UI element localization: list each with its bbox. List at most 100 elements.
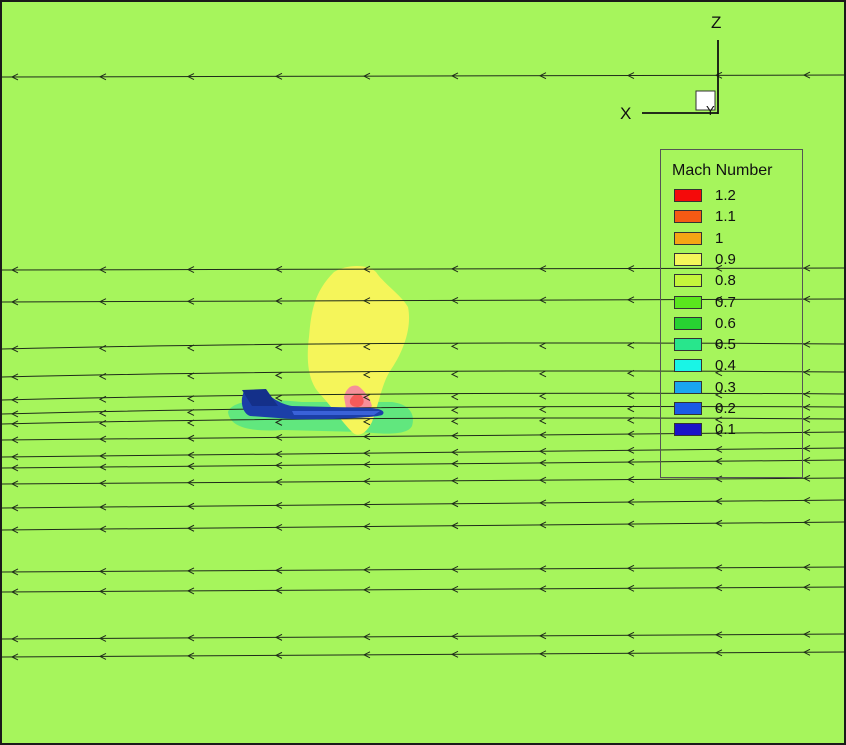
- mach-number-legend: Mach Number 1.2 1.1 1 0.9 0.8 0.7 0.6 0.5 0.4 0.3…: [660, 149, 803, 478]
- streamline-arrow: [98, 344, 107, 352]
- streamline: [2, 651, 844, 658]
- streamline-arrow: [626, 446, 635, 454]
- streamline: [2, 405, 844, 415]
- streamline-arrow: [450, 522, 459, 530]
- streamline-arrow: [362, 265, 371, 273]
- streamline-arrow: [274, 633, 283, 641]
- streamline-arrow: [362, 343, 371, 351]
- streamline-arrow: [362, 501, 371, 509]
- legend-swatch: [674, 380, 702, 394]
- streamline-arrow: [714, 457, 723, 465]
- streamline-arrow: [538, 650, 547, 658]
- legend-swatch: [674, 252, 702, 266]
- streamline-arrow: [186, 372, 195, 380]
- streamline-arrow: [274, 394, 283, 402]
- legend-label: 0.6: [715, 314, 736, 332]
- streamline: [2, 298, 844, 303]
- streamline-arrow: [714, 264, 723, 272]
- streamline-arrow: [186, 344, 195, 352]
- streamline-arrow: [714, 404, 723, 412]
- streamline-arrow: [450, 406, 459, 414]
- streamline-arrow: [10, 568, 19, 576]
- streamline-arrow: [362, 633, 371, 641]
- streamline-arrow: [626, 564, 635, 572]
- legend-swatch: [674, 210, 702, 224]
- streamline-arrow: [714, 497, 723, 505]
- streamline-arrow: [626, 341, 635, 349]
- legend-swatch: [674, 295, 702, 309]
- legend-label: 0.8: [715, 272, 736, 290]
- streamline-arrow: [450, 650, 459, 658]
- streamline-arrow: [10, 653, 19, 661]
- streamline-arrow: [362, 566, 371, 574]
- streamline-arrow: [714, 341, 723, 349]
- legend-swatch: [674, 402, 702, 415]
- streamline-arrow: [98, 73, 107, 81]
- legend-label: 1: [715, 229, 724, 247]
- streamline-arrow: [186, 73, 195, 81]
- streamline: [2, 417, 844, 425]
- streamline-arrow: [714, 369, 723, 377]
- streamline: [2, 342, 844, 350]
- streamline-arrow: [10, 588, 19, 596]
- sonic-contour-region: [307, 266, 410, 435]
- legend-label: 0.5: [715, 336, 736, 354]
- legend-swatch: [674, 359, 702, 373]
- legend-label: 1.2: [715, 187, 736, 204]
- streamline-arrow: [450, 342, 459, 350]
- streamline-arrow: [802, 518, 811, 526]
- streamline-arrow: [274, 343, 283, 351]
- streamline-arrow: [362, 477, 371, 485]
- streamline: [2, 459, 844, 469]
- streamline-arrow: [10, 373, 19, 381]
- streamline-arrow: [714, 519, 723, 527]
- streamline-arrow: [10, 635, 19, 643]
- streamline-arrow: [10, 345, 19, 353]
- streamline-arrow: [802, 428, 811, 436]
- streamline-arrow: [450, 393, 459, 401]
- streamline-arrow: [714, 71, 723, 79]
- legend-label: 1.1: [715, 208, 736, 226]
- streamline-arrow: [274, 461, 283, 469]
- streamline-arrow: [714, 296, 723, 303]
- legend-swatch: [674, 338, 702, 352]
- streamline-arrow: [362, 297, 371, 305]
- supersonic-hot-core: [349, 393, 364, 407]
- streamline-arrow: [186, 266, 195, 274]
- streamline-arrow: [538, 521, 547, 529]
- streamline-arrow: [538, 459, 547, 467]
- streamline: [2, 447, 844, 458]
- streamline-arrow: [538, 370, 547, 378]
- streamline-arrow: [362, 393, 371, 401]
- streamline-arrow: [538, 342, 547, 350]
- streamline-arrow: [714, 564, 723, 572]
- streamline-arrow: [274, 371, 283, 379]
- streamline-arrow: [450, 585, 459, 593]
- streamline-arrow: [450, 632, 459, 640]
- streamline-arrow: [98, 503, 107, 511]
- streamline-arrow: [98, 525, 107, 533]
- x-axis-label: X: [620, 104, 632, 123]
- streamline-arrow: [274, 566, 283, 574]
- streamline-arrow: [186, 409, 195, 416]
- streamline-arrow: [802, 648, 811, 656]
- streamline-arrow: [626, 405, 635, 413]
- streamline-arrow: [274, 651, 283, 659]
- streamline-arrow: [802, 340, 811, 348]
- streamline-arrow: [802, 456, 811, 464]
- streamline-arrow: [10, 464, 19, 472]
- streamline-arrow: [362, 461, 371, 469]
- streamline: [2, 431, 844, 441]
- streamline-arrow: [802, 264, 811, 272]
- streamline-arrow: [626, 430, 635, 438]
- streamline-arrow: [274, 433, 283, 441]
- streamline-arrow: [714, 584, 723, 592]
- streamline-arrow: [362, 523, 371, 531]
- streamline-arrow: [450, 296, 459, 304]
- streamline-arrow: [186, 451, 195, 459]
- legend-label: 0.9: [715, 250, 736, 268]
- legend-swatch: [674, 423, 702, 437]
- streamline-arrow: [10, 526, 19, 534]
- streamline-arrow: [802, 368, 811, 376]
